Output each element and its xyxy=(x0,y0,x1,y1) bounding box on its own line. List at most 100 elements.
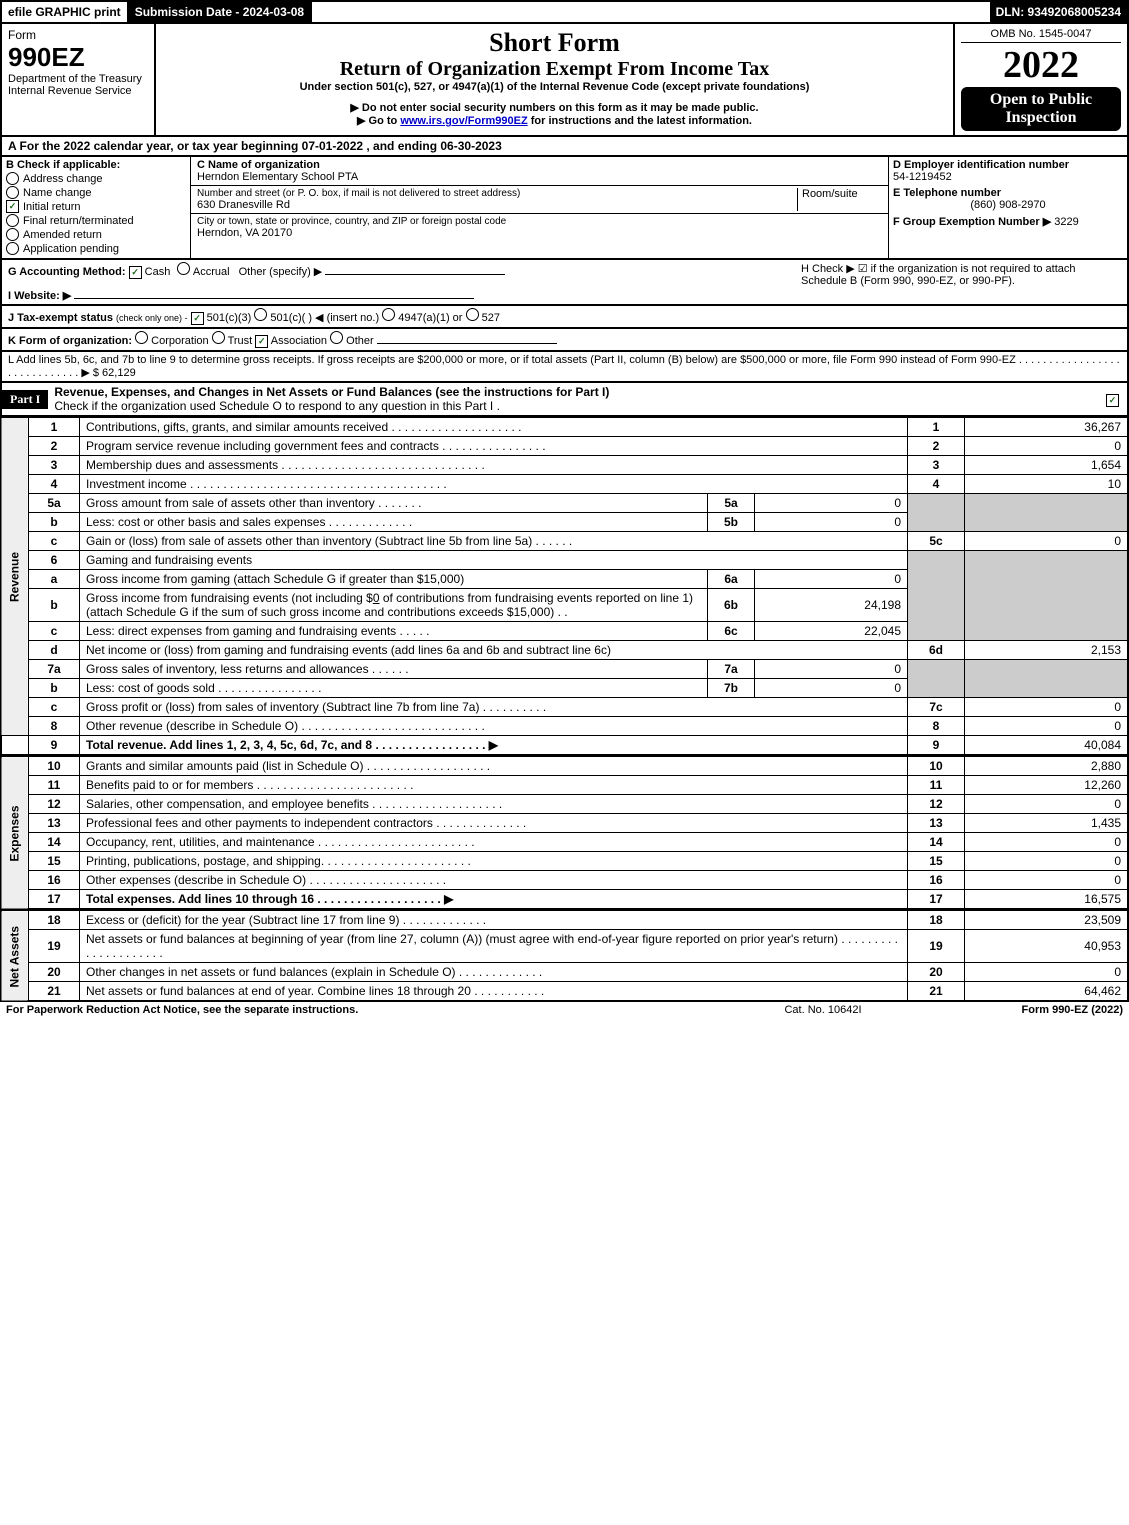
chk-4947[interactable] xyxy=(382,308,395,321)
line-8-desc: Other revenue (describe in Schedule O) .… xyxy=(80,717,908,736)
line-5b-val: 0 xyxy=(755,513,908,532)
group-value: 3229 xyxy=(1054,216,1078,228)
section-bcd: B Check if applicable: Address change Na… xyxy=(0,157,1129,260)
goto-note: ▶ Go to www.irs.gov/Form990EZ for instru… xyxy=(162,114,947,127)
chk-association[interactable] xyxy=(255,335,268,348)
line-1-rnum: 1 xyxy=(908,418,965,437)
line-15-val: 0 xyxy=(965,852,1129,871)
form-number: 990EZ xyxy=(8,42,148,73)
revenue-side-label: Revenue xyxy=(1,418,29,736)
line-6c-desc: Less: direct expenses from gaming and fu… xyxy=(80,622,708,641)
footer-center: Cat. No. 10642I xyxy=(723,1004,923,1016)
page-footer: For Paperwork Reduction Act Notice, see … xyxy=(0,1002,1129,1018)
section-k: K Form of organization: Corporation Trus… xyxy=(0,329,1129,352)
efile-button[interactable]: efile GRAPHIC print xyxy=(2,2,129,22)
ein-value: 54-1219452 xyxy=(893,171,1123,183)
chk-cash[interactable] xyxy=(129,266,142,279)
line-17-desc: Total expenses. Add lines 10 through 16 … xyxy=(80,890,908,910)
line-6d-val: 2,153 xyxy=(965,641,1129,660)
short-form-title: Short Form xyxy=(162,28,947,58)
section-b-title: B Check if applicable: xyxy=(6,159,186,171)
website-label: I Website: ▶ xyxy=(8,290,71,302)
section-def: D Employer identification number 54-1219… xyxy=(889,157,1127,258)
line-20-val: 0 xyxy=(965,963,1129,982)
dln: DLN: 93492068005234 xyxy=(990,2,1127,22)
line-2-val: 0 xyxy=(965,437,1129,456)
chk-address-change[interactable]: Address change xyxy=(6,172,186,185)
line-18-val: 23,509 xyxy=(965,911,1129,930)
section-c: C Name of organization Herndon Elementar… xyxy=(191,157,889,258)
line-3-val: 1,654 xyxy=(965,456,1129,475)
part-1-label: Part I xyxy=(2,390,48,409)
line-8-val: 0 xyxy=(965,717,1129,736)
line-12-desc: Salaries, other compensation, and employ… xyxy=(80,795,908,814)
line-10-desc: Grants and similar amounts paid (list in… xyxy=(80,757,908,776)
line-19-val: 40,953 xyxy=(965,930,1129,963)
footer-right: Form 990-EZ (2022) xyxy=(923,1004,1123,1016)
chk-trust[interactable] xyxy=(212,331,225,344)
line-7b-val: 0 xyxy=(755,679,908,698)
line-6-desc: Gaming and fundraising events xyxy=(80,551,908,570)
accounting-method-label: G Accounting Method: xyxy=(8,266,126,278)
section-h: H Check ▶ ☑ if the organization is not r… xyxy=(801,262,1121,302)
line-16-desc: Other expenses (describe in Schedule O) … xyxy=(80,871,908,890)
tax-year: 2022 xyxy=(961,43,1121,87)
chk-initial-return[interactable]: Initial return xyxy=(6,200,186,213)
line-1-num: 1 xyxy=(29,418,80,437)
return-title: Return of Organization Exempt From Incom… xyxy=(162,58,947,81)
top-bar: efile GRAPHIC print Submission Date - 20… xyxy=(0,0,1129,24)
line-15-desc: Printing, publications, postage, and shi… xyxy=(80,852,908,871)
chk-501c[interactable] xyxy=(254,308,267,321)
chk-corporation[interactable] xyxy=(135,331,148,344)
line-11-desc: Benefits paid to or for members . . . . … xyxy=(80,776,908,795)
line-7c-val: 0 xyxy=(965,698,1129,717)
chk-501c3[interactable] xyxy=(191,312,204,325)
line-1-desc: Contributions, gifts, grants, and simila… xyxy=(80,418,908,437)
line-4-val: 10 xyxy=(965,475,1129,494)
part-1-title: Revenue, Expenses, and Changes in Net As… xyxy=(54,385,609,399)
chk-other-org[interactable] xyxy=(330,331,343,344)
line-5b-desc: Less: cost or other basis and sales expe… xyxy=(80,513,708,532)
chk-application-pending[interactable]: Application pending xyxy=(6,242,186,255)
line-1-val: 36,267 xyxy=(965,418,1129,437)
line-7b-desc: Less: cost of goods sold . . . . . . . .… xyxy=(80,679,708,698)
part-1-check-text: Check if the organization used Schedule … xyxy=(54,399,500,413)
line-13-val: 1,435 xyxy=(965,814,1129,833)
org-name: Herndon Elementary School PTA xyxy=(197,171,882,183)
line-4-desc: Investment income . . . . . . . . . . . … xyxy=(80,475,908,494)
line-21-val: 64,462 xyxy=(965,982,1129,1002)
section-j: J Tax-exempt status (check only one) - 5… xyxy=(0,306,1129,329)
line-7a-desc: Gross sales of inventory, less returns a… xyxy=(80,660,708,679)
line-18-desc: Excess or (deficit) for the year (Subtra… xyxy=(80,911,908,930)
line-10-val: 2,880 xyxy=(965,757,1129,776)
chk-amended-return[interactable]: Amended return xyxy=(6,228,186,241)
section-gh: G Accounting Method: Cash Accrual Other … xyxy=(0,260,1129,306)
city-value: Herndon, VA 20170 xyxy=(197,227,882,239)
line-2-desc: Program service revenue including govern… xyxy=(80,437,908,456)
line-a-tax-year: A For the 2022 calendar year, or tax yea… xyxy=(0,137,1129,157)
chk-527[interactable] xyxy=(466,308,479,321)
org-name-label: C Name of organization xyxy=(197,159,882,171)
gross-receipts-value: 62,129 xyxy=(102,367,136,379)
city-label: City or town, state or province, country… xyxy=(197,216,882,227)
department: Department of the Treasury Internal Reve… xyxy=(8,73,148,97)
expenses-table: Expenses 10Grants and similar amounts pa… xyxy=(0,756,1129,910)
chk-schedule-o[interactable] xyxy=(1106,394,1119,407)
line-12-val: 0 xyxy=(965,795,1129,814)
line-7c-desc: Gross profit or (loss) from sales of inv… xyxy=(80,698,908,717)
no-ssn-note: ▶ Do not enter social security numbers o… xyxy=(162,101,947,114)
chk-name-change[interactable]: Name change xyxy=(6,186,186,199)
line-7a-val: 0 xyxy=(755,660,908,679)
irs-link[interactable]: www.irs.gov/Form990EZ xyxy=(400,115,527,127)
phone-value: (860) 908-2970 xyxy=(893,199,1123,211)
phone-label: E Telephone number xyxy=(893,187,1123,199)
street-label: Number and street (or P. O. box, if mail… xyxy=(197,188,793,199)
net-assets-side-label: Net Assets xyxy=(1,911,29,1002)
revenue-table: Revenue 1 Contributions, gifts, grants, … xyxy=(0,417,1129,756)
line-6b-val: 24,198 xyxy=(755,589,908,622)
omb-number: OMB No. 1545-0047 xyxy=(961,28,1121,43)
chk-final-return[interactable]: Final return/terminated xyxy=(6,214,186,227)
line-6b-desc: Gross income from fundraising events (no… xyxy=(80,589,708,622)
line-9-desc: Total revenue. Add lines 1, 2, 3, 4, 5c,… xyxy=(80,736,908,756)
chk-accrual[interactable] xyxy=(177,262,190,275)
